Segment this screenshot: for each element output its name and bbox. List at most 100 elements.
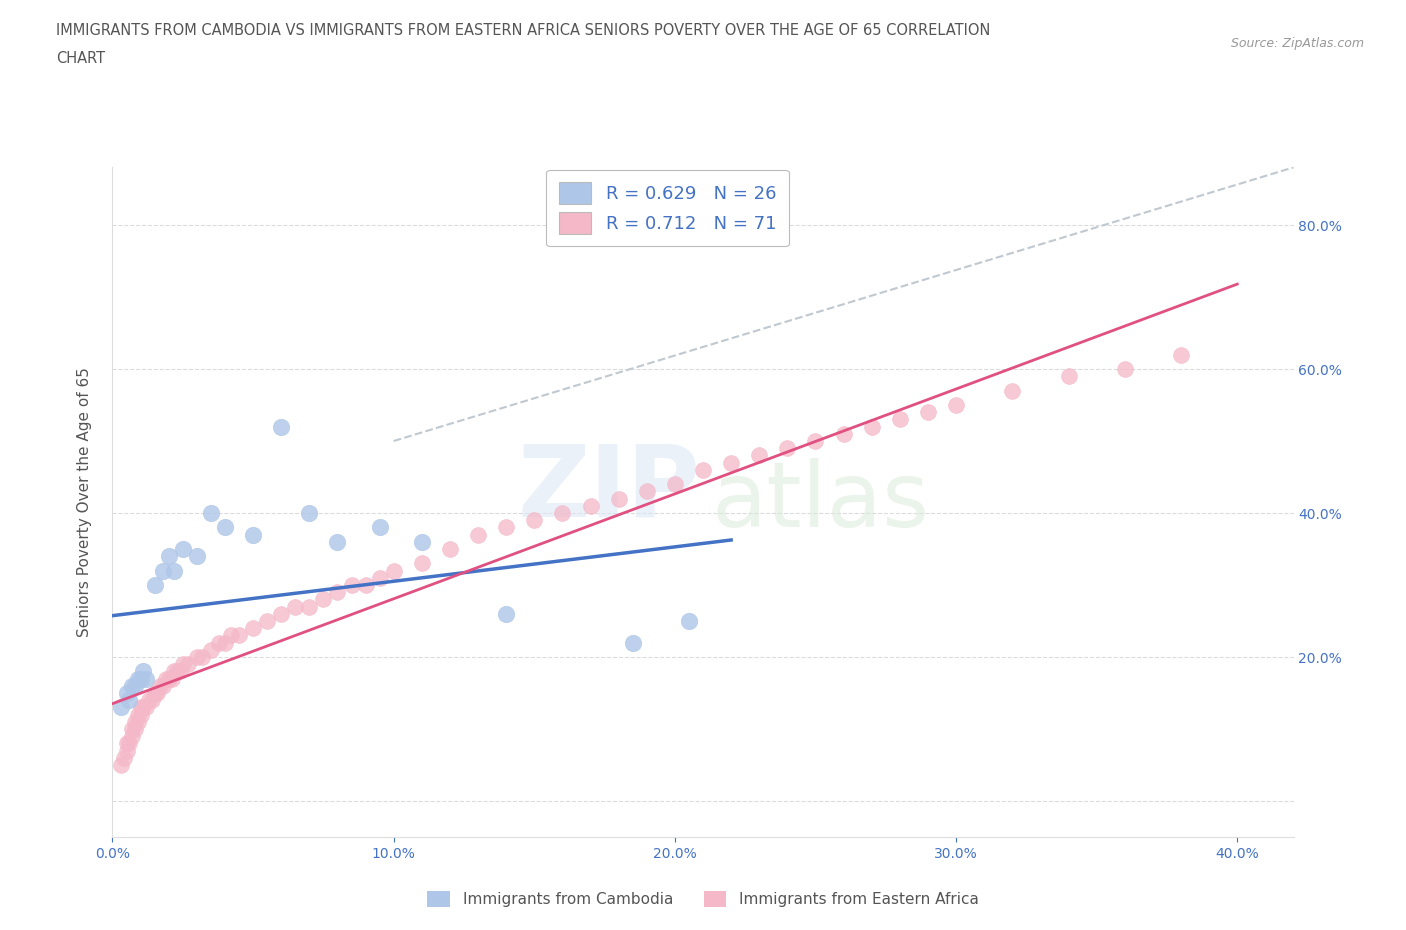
Point xyxy=(186,649,208,664)
Point xyxy=(138,693,160,708)
Point xyxy=(917,405,939,419)
Point xyxy=(495,606,517,621)
Point xyxy=(132,664,155,679)
Point xyxy=(860,419,883,434)
Point xyxy=(284,599,307,614)
Point xyxy=(127,671,149,686)
Point xyxy=(1114,362,1136,377)
Point xyxy=(135,700,157,715)
Point xyxy=(141,693,163,708)
Point xyxy=(129,707,152,722)
Point xyxy=(607,491,630,506)
Point xyxy=(720,455,742,470)
Point xyxy=(115,685,138,700)
Point xyxy=(579,498,602,513)
Point xyxy=(115,736,138,751)
Text: CHART: CHART xyxy=(56,51,105,66)
Y-axis label: Seniors Poverty Over the Age of 65: Seniors Poverty Over the Age of 65 xyxy=(77,367,91,637)
Point xyxy=(143,578,166,592)
Point xyxy=(326,535,349,550)
Text: ZIP: ZIP xyxy=(517,440,700,538)
Point xyxy=(163,564,186,578)
Point xyxy=(143,685,166,700)
Point xyxy=(191,649,214,664)
Point xyxy=(118,693,141,708)
Point xyxy=(678,614,700,629)
Point xyxy=(1057,369,1080,384)
Point xyxy=(889,412,911,427)
Point xyxy=(945,397,967,412)
Point xyxy=(1170,347,1192,362)
Point xyxy=(298,599,321,614)
Point xyxy=(160,671,183,686)
Point xyxy=(121,729,143,744)
Point xyxy=(200,643,222,658)
Point xyxy=(214,635,236,650)
Text: Source: ZipAtlas.com: Source: ZipAtlas.com xyxy=(1230,37,1364,50)
Point xyxy=(157,671,180,686)
Point xyxy=(804,433,827,448)
Point xyxy=(121,678,143,693)
Point xyxy=(163,664,186,679)
Point xyxy=(177,657,200,671)
Point xyxy=(149,678,172,693)
Text: IMMIGRANTS FROM CAMBODIA VS IMMIGRANTS FROM EASTERN AFRICA SENIORS POVERTY OVER : IMMIGRANTS FROM CAMBODIA VS IMMIGRANTS F… xyxy=(56,23,991,38)
Point xyxy=(152,564,174,578)
Point xyxy=(312,592,335,607)
Point xyxy=(748,448,770,463)
Legend: R = 0.629   N = 26, R = 0.712   N = 71: R = 0.629 N = 26, R = 0.712 N = 71 xyxy=(546,170,789,246)
Point xyxy=(368,520,391,535)
Point xyxy=(411,556,433,571)
Point xyxy=(621,635,644,650)
Point xyxy=(135,671,157,686)
Point xyxy=(439,541,461,556)
Point xyxy=(214,520,236,535)
Point xyxy=(124,714,146,729)
Point xyxy=(200,506,222,521)
Point xyxy=(270,606,292,621)
Point xyxy=(219,628,242,643)
Point xyxy=(132,700,155,715)
Point xyxy=(208,635,231,650)
Point xyxy=(172,657,194,671)
Point xyxy=(382,564,405,578)
Point xyxy=(411,535,433,550)
Point xyxy=(157,549,180,564)
Point xyxy=(228,628,250,643)
Point xyxy=(551,506,574,521)
Point xyxy=(340,578,363,592)
Point xyxy=(110,758,132,773)
Point xyxy=(110,700,132,715)
Point xyxy=(124,678,146,693)
Point xyxy=(692,462,714,477)
Point xyxy=(242,620,264,635)
Point xyxy=(256,614,278,629)
Point xyxy=(664,477,686,492)
Point xyxy=(523,512,546,527)
Point xyxy=(326,585,349,600)
Point xyxy=(270,419,292,434)
Point xyxy=(115,743,138,758)
Point xyxy=(146,685,169,700)
Point xyxy=(776,441,799,456)
Point xyxy=(298,506,321,521)
Point xyxy=(112,751,135,765)
Text: atlas: atlas xyxy=(711,458,931,546)
Point xyxy=(127,707,149,722)
Point xyxy=(169,664,191,679)
Point xyxy=(129,700,152,715)
Point xyxy=(172,541,194,556)
Point xyxy=(832,426,855,441)
Point xyxy=(354,578,377,592)
Point xyxy=(155,671,177,686)
Point xyxy=(118,736,141,751)
Point xyxy=(1001,383,1024,398)
Point xyxy=(186,549,208,564)
Point xyxy=(152,678,174,693)
Point xyxy=(242,527,264,542)
Legend: Immigrants from Cambodia, Immigrants from Eastern Africa: Immigrants from Cambodia, Immigrants fro… xyxy=(422,884,984,913)
Point xyxy=(121,722,143,737)
Point xyxy=(495,520,517,535)
Point xyxy=(467,527,489,542)
Point xyxy=(166,664,188,679)
